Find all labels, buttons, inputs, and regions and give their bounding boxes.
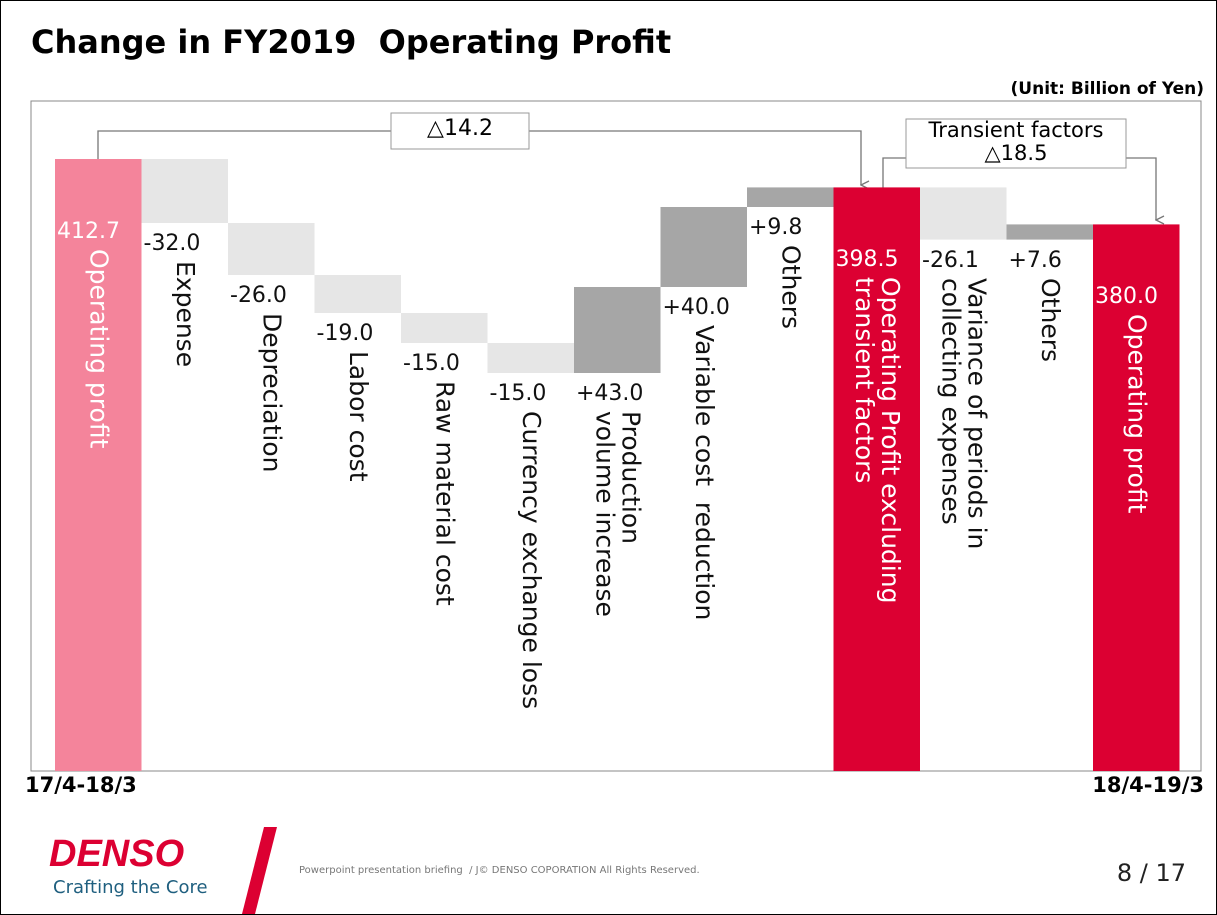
value-label: -15.0 — [489, 381, 547, 406]
bar — [747, 187, 834, 207]
bar — [574, 287, 661, 373]
title: Change in FY2019 Operating Profit — [31, 23, 672, 61]
annotation: Transient factors △18.5 — [928, 118, 1104, 165]
bar — [228, 223, 315, 275]
category-label: Operating Profit excluding transient fac… — [849, 277, 905, 604]
bar — [55, 159, 142, 771]
bar — [1006, 224, 1093, 240]
value-label: +9.8 — [749, 215, 803, 240]
annotation-box — [390, 112, 530, 150]
bar — [314, 275, 401, 313]
footer-text: Powerpoint presentation briefing / J© DE… — [299, 865, 700, 876]
unit-label: (Unit: Billion of Yen) — [1010, 79, 1204, 99]
value-label: 380.0 — [1095, 284, 1158, 310]
value-label: -26.1 — [922, 247, 979, 273]
category-label: Depreciation — [257, 313, 287, 473]
page-number: 8 / 17 — [1116, 859, 1186, 887]
logo: DENSO — [49, 833, 185, 875]
plot-frame — [30, 100, 1202, 772]
bar — [487, 343, 574, 373]
bar — [920, 187, 1007, 240]
category-label: Others — [1035, 277, 1065, 362]
bar — [833, 187, 920, 771]
period-label: 18/4-19/3 — [1092, 773, 1204, 797]
bar — [141, 159, 228, 223]
value-label: +43.0 — [576, 381, 644, 406]
category-label: Raw material cost — [430, 381, 460, 606]
value-label: 412.7 — [57, 219, 120, 244]
value-label: +7.6 — [1008, 247, 1062, 273]
bar — [401, 313, 488, 343]
value-label: 398.5 — [835, 247, 899, 273]
category-label: Operating profit — [1122, 314, 1152, 514]
annotation: △14.2 — [427, 116, 493, 141]
category-label: Operating profit — [84, 249, 114, 449]
annotation-box — [905, 118, 1127, 169]
logo-slash — [242, 827, 277, 914]
value-label: -15.0 — [403, 351, 460, 376]
bar — [660, 207, 747, 287]
category-label: Production volume increase — [590, 411, 646, 617]
category-label: Expense — [170, 261, 200, 368]
value-label: -32.0 — [143, 231, 201, 256]
category-label: Labor cost — [343, 351, 373, 482]
category-label: Variable cost reduction — [689, 325, 719, 621]
value-label: -19.0 — [316, 321, 374, 346]
value-label: -26.0 — [230, 283, 287, 308]
category-label: Others — [776, 245, 806, 330]
bar — [1093, 224, 1180, 771]
period-label: 17/4-18/3 — [25, 773, 137, 797]
tagline: Crafting the Core — [53, 877, 208, 898]
value-label: +40.0 — [662, 295, 730, 320]
category-label: Variance of periods in collecting expens… — [936, 277, 992, 549]
category-label: Currency exchange loss — [516, 411, 546, 710]
